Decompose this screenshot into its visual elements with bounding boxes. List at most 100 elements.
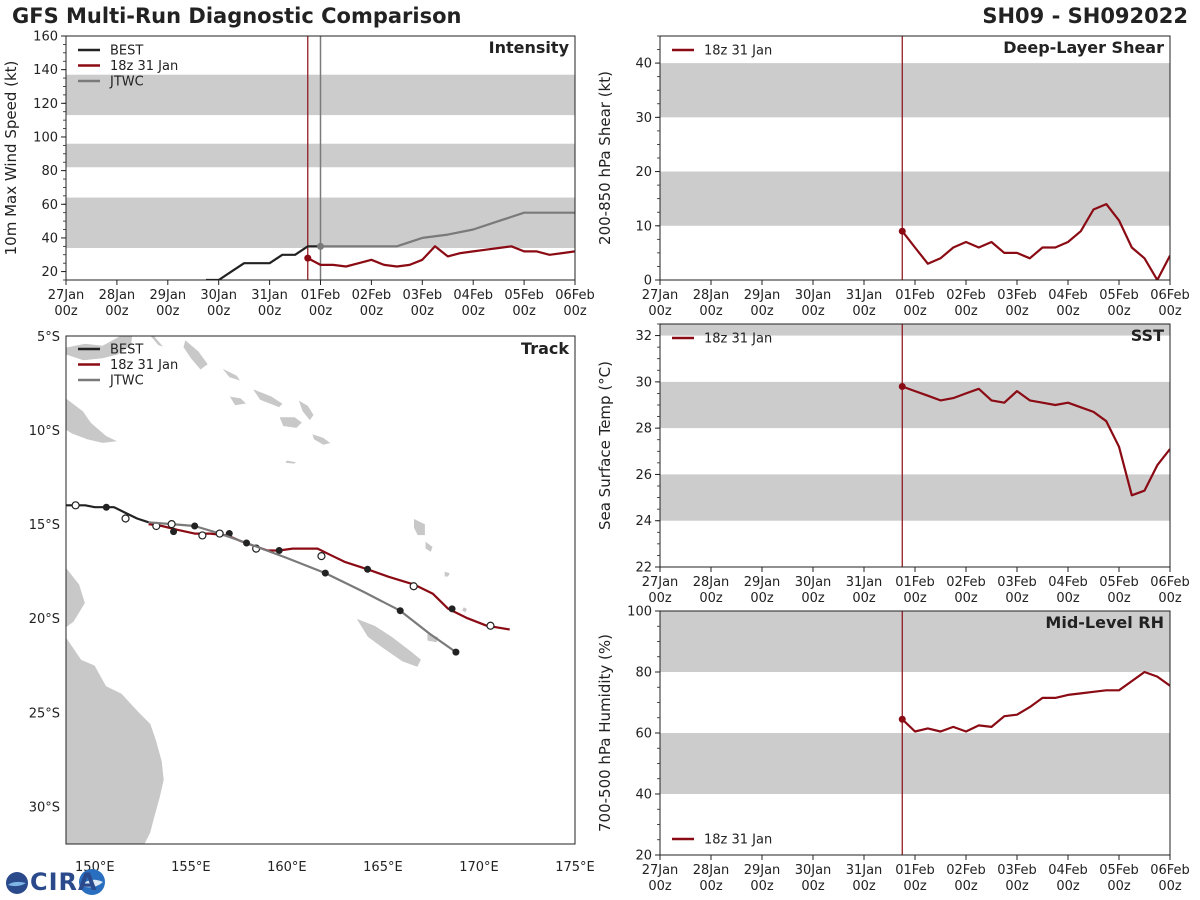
land-cape-york	[66, 566, 86, 628]
land-australia	[66, 636, 165, 844]
sst-xtick-sublabel: 00z	[750, 591, 774, 606]
rh-xtick-label: 02Feb	[946, 863, 986, 878]
sst-band	[660, 474, 1170, 521]
rh-xtick-sublabel: 00z	[1056, 879, 1080, 894]
shear-series-line	[901, 203, 1170, 280]
land-choiseul	[221, 367, 242, 382]
shear-series-start-marker	[898, 227, 906, 235]
page-title: GFS Multi-Run Diagnostic Comparison	[12, 4, 462, 28]
track-best-marker-open	[71, 501, 80, 510]
rh-series-start-marker	[898, 715, 906, 723]
cira-globe-icon	[6, 869, 105, 895]
land-new-caledonia	[355, 617, 422, 668]
track-18z-31-jan-marker	[448, 605, 456, 613]
rh-xtick-sublabel: 00z	[750, 879, 774, 894]
sst-ytick-label: 32	[635, 329, 652, 344]
sst-xtick-sublabel: 00z	[954, 591, 978, 606]
intensity-xtick-sublabel: 00z	[360, 304, 384, 319]
rh-band	[660, 733, 1170, 794]
intensity-xtick-label: 30Jan	[200, 288, 237, 303]
rh-series-line	[901, 670, 1170, 733]
sst-xtick-sublabel: 00z	[699, 591, 723, 606]
track-best-marker	[102, 503, 110, 511]
shear-xtick-label: 05Feb	[1099, 288, 1139, 303]
shear-xtick-sublabel: 00z	[1107, 304, 1131, 319]
track-xtick-label: 170°E	[459, 860, 499, 875]
land-efate	[444, 570, 451, 578]
shear-ytick-label: 0	[644, 274, 652, 289]
shear-xtick-sublabel: 00z	[954, 304, 978, 319]
cira-logo: CIRA	[4, 866, 108, 898]
rh-xtick-label: 04Feb	[1048, 863, 1088, 878]
intensity-series-start-marker	[317, 242, 324, 250]
intensity-xtick-sublabel: 00z	[512, 304, 536, 319]
land-bougainville	[182, 339, 209, 371]
sst-ytick-label: 24	[635, 514, 652, 529]
rh-ytick-label: 40	[635, 788, 652, 803]
rh-xtick-sublabel: 00z	[1005, 879, 1029, 894]
intensity-series-line	[206, 245, 321, 280]
intensity-xtick-label: 04Feb	[453, 288, 493, 303]
rh-xtick-sublabel: 00z	[903, 879, 927, 894]
intensity-xtick-label: 03Feb	[403, 288, 443, 303]
rh-xtick-sublabel: 00z	[801, 879, 825, 894]
shear-xtick-sublabel: 00z	[801, 304, 825, 319]
intensity-xtick-label: 02Feb	[352, 288, 392, 303]
shear-ylabel: 200-850 hPa Shear (kt)	[596, 71, 614, 245]
track-jtwc-marker-open	[167, 520, 176, 529]
intensity-xtick-label: 27Jan	[48, 288, 85, 303]
intensity-xtick-sublabel: 00z	[54, 304, 78, 319]
land-makira	[311, 433, 332, 446]
intensity-ytick-label: 40	[41, 231, 58, 246]
rh-ytick-label: 20	[635, 849, 652, 864]
shear-xtick-sublabel: 00z	[1005, 304, 1029, 319]
intensity-xtick-sublabel: 00z	[258, 304, 282, 319]
intensity-ytick-label: 160	[33, 30, 58, 45]
sst-legend-label: 18z 31 Jan	[704, 332, 772, 347]
rh-xtick-sublabel: 00z	[852, 879, 876, 894]
sst-xtick-sublabel: 00z	[801, 591, 825, 606]
shear-xtick-sublabel: 00z	[1158, 304, 1182, 319]
track-ytick-label: 20°S	[29, 612, 60, 627]
land-new-georgia	[228, 395, 248, 406]
track-ytick-label: 25°S	[29, 706, 60, 721]
sst-xtick-label: 03Feb	[997, 575, 1037, 590]
track-xtick-label: 160°E	[267, 860, 307, 875]
sst-xtick-label: 29Jan	[744, 575, 781, 590]
track-xtick-label: 165°E	[363, 860, 403, 875]
sst-xtick-label: 27Jan	[642, 575, 679, 590]
rh-xtick-label: 03Feb	[997, 863, 1037, 878]
land-guadalcanal	[278, 416, 303, 429]
shear-xtick-sublabel: 00z	[699, 304, 723, 319]
sst-series-start-marker	[898, 382, 906, 390]
intensity-xtick-sublabel: 00z	[156, 304, 180, 319]
sst-xtick-sublabel: 00z	[1107, 591, 1131, 606]
land-loyalty-islands	[426, 632, 439, 644]
track-xtick-label: 155°E	[171, 860, 211, 875]
land-malaita	[297, 399, 315, 422]
shear-xtick-sublabel: 00z	[903, 304, 927, 319]
rh-ytick-label: 60	[635, 727, 652, 742]
shear-ytick-label: 10	[635, 219, 652, 234]
sst-xtick-label: 05Feb	[1099, 575, 1139, 590]
track-jtwc-marker-open	[215, 529, 224, 538]
logo-text: CIRA	[30, 868, 98, 896]
rh-legend-label: 18z 31 Jan	[704, 833, 772, 848]
land-malakula	[424, 540, 434, 553]
intensity-xtick-sublabel: 00z	[462, 304, 486, 319]
intensity-ylabel: 10m Max Wind Speed (kt)	[2, 61, 20, 256]
sst-xtick-sublabel: 00z	[903, 591, 927, 606]
shear-xtick-label: 28Jan	[693, 288, 730, 303]
rh-xtick-sublabel: 00z	[1158, 879, 1182, 894]
shear-ytick-label: 30	[635, 111, 652, 126]
track-ytick-label: 15°S	[29, 518, 60, 533]
land-santa-isabel	[251, 388, 284, 408]
track-legend-label: 18z 31 Jan	[110, 358, 178, 373]
rh-ylabel: 700-500 hPa Humidity (%)	[596, 634, 614, 832]
rh-title: Mid-Level RH	[1045, 613, 1164, 632]
intensity-xtick-label: 28Jan	[99, 288, 136, 303]
sst-xtick-label: 06Feb	[1150, 575, 1190, 590]
sst-ytick-label: 26	[635, 468, 652, 483]
track-18z-31-jan-marker-open	[409, 582, 418, 591]
